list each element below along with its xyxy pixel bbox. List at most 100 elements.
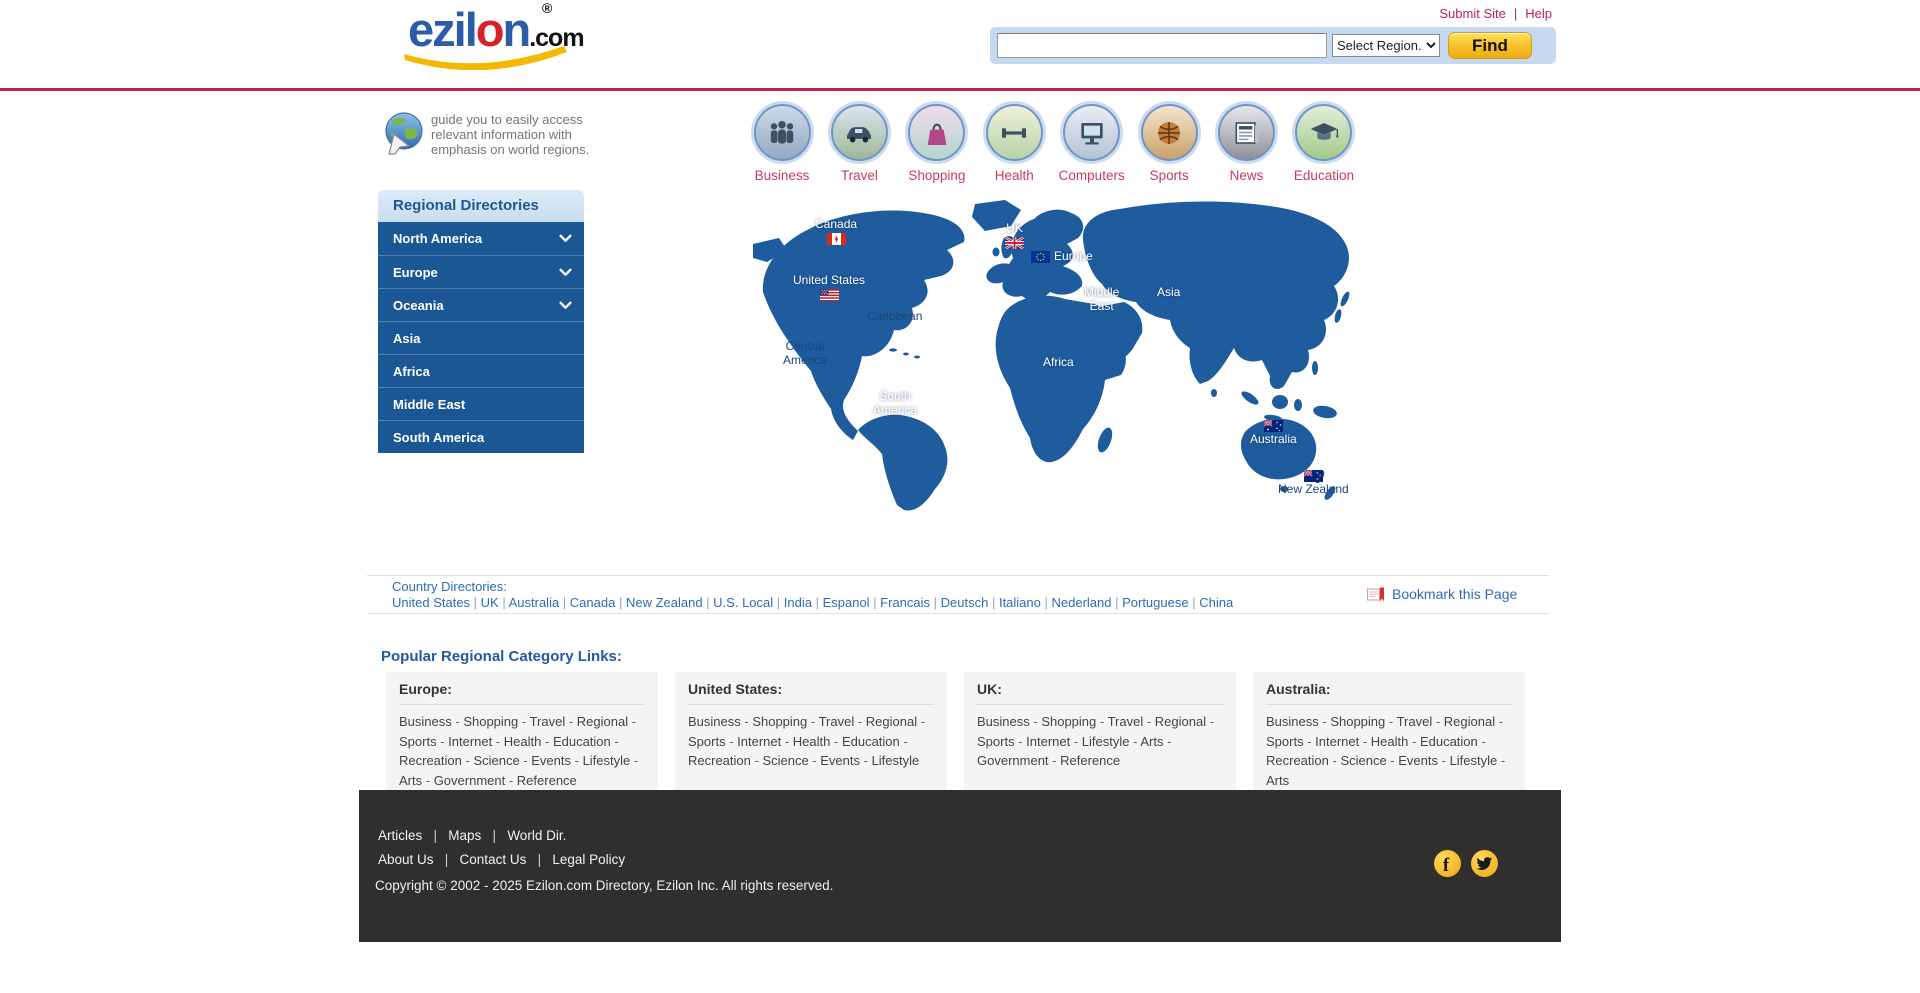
category-link[interactable]: Sports	[688, 734, 737, 749]
map-region-label[interactable]: Europe	[1031, 249, 1093, 264]
category-link[interactable]: Travel	[530, 714, 577, 729]
country-link[interactable]: Australia	[509, 595, 570, 610]
map-region-label[interactable]: Middle East	[1084, 285, 1119, 314]
category-link[interactable]: Government	[977, 753, 1060, 768]
category-link[interactable]: Travel	[1108, 714, 1155, 729]
map-region-label[interactable]: New Zealand	[1278, 470, 1349, 497]
category-link[interactable]: Travel	[819, 714, 866, 729]
category-link[interactable]: Regional	[577, 714, 636, 729]
category-link[interactable]: Shopping	[752, 714, 818, 729]
category-item[interactable]: Travel	[824, 104, 894, 183]
category-link[interactable]: Science	[1340, 753, 1398, 768]
category-link[interactable]: Regional	[1444, 714, 1503, 729]
bookmark-this-page[interactable]: Bookmark this Page	[1367, 586, 1517, 602]
category-link[interactable]: Regional	[1155, 714, 1214, 729]
search-input[interactable]	[997, 33, 1327, 58]
country-link[interactable]: Canada	[570, 595, 626, 610]
country-link[interactable]: UK	[481, 595, 509, 610]
category-link[interactable]: Business	[1266, 714, 1330, 729]
category-link[interactable]: Reference	[1060, 753, 1121, 768]
help-link[interactable]: Help	[1525, 6, 1552, 21]
country-link[interactable]: Nederland	[1051, 595, 1122, 610]
footer-link[interactable]: About Us	[378, 852, 460, 867]
category-link[interactable]: Sports	[1266, 734, 1315, 749]
footer-link[interactable]: World Dir.	[507, 828, 567, 843]
category-link[interactable]: Lifestyle	[871, 753, 920, 768]
country-link[interactable]: Deutsch	[941, 595, 999, 610]
category-link[interactable]: Events	[1398, 753, 1449, 768]
category-link[interactable]: Reference	[516, 772, 577, 788]
sidebar-item[interactable]: South America	[378, 420, 584, 453]
footer-link[interactable]: Contact Us	[460, 852, 553, 867]
map-region-label[interactable]: Caribbean	[867, 309, 922, 324]
category-link[interactable]: Recreation	[1266, 753, 1340, 768]
category-link[interactable]: Shopping	[1330, 714, 1396, 729]
category-link[interactable]: Government	[434, 773, 517, 788]
category-link[interactable]: Lifestyle	[1082, 734, 1141, 749]
submit-site-link[interactable]: Submit Site	[1439, 6, 1506, 21]
map-region-label[interactable]: Africa	[1043, 355, 1074, 370]
category-link[interactable]: Arts	[1140, 734, 1171, 749]
footer-link[interactable]: Articles	[378, 828, 448, 843]
footer-link[interactable]: Maps	[448, 828, 507, 843]
facebook-icon[interactable]: f	[1434, 850, 1461, 877]
map-region-label[interactable]: Canada	[815, 217, 857, 245]
category-link[interactable]: Events	[820, 753, 871, 768]
category-link[interactable]: Education	[553, 734, 619, 749]
world-map[interactable]: Canada UK Europe United States Caribbean…	[753, 200, 1353, 516]
category-link[interactable]: Business	[977, 714, 1041, 729]
category-link[interactable]: Events	[531, 753, 582, 768]
category-link[interactable]: Health	[504, 734, 553, 749]
category-link[interactable]: Lifestyle	[583, 753, 639, 768]
find-button[interactable]: Find	[1448, 32, 1532, 59]
country-link[interactable]: Italiano	[999, 595, 1052, 610]
category-item[interactable]: News	[1212, 104, 1282, 183]
map-region-label[interactable]: Australia	[1250, 420, 1297, 447]
country-link[interactable]: China	[1199, 595, 1234, 610]
category-item[interactable]: Business	[747, 104, 817, 183]
twitter-icon[interactable]	[1471, 850, 1498, 877]
category-link[interactable]: Arts	[399, 773, 434, 788]
category-item[interactable]: Computers	[1057, 104, 1127, 183]
country-link[interactable]: New Zealand	[626, 595, 713, 610]
sidebar-item[interactable]: Africa	[378, 354, 584, 387]
sidebar-item[interactable]: Asia	[378, 321, 584, 354]
category-item[interactable]: Health	[979, 104, 1049, 183]
category-item[interactable]: Shopping	[902, 104, 972, 183]
sidebar-item[interactable]: Middle East	[378, 387, 584, 420]
category-link[interactable]: Sports	[399, 734, 448, 749]
category-link[interactable]: Business	[399, 714, 463, 729]
category-link[interactable]: Internet	[1026, 734, 1082, 749]
category-link[interactable]: Health	[793, 734, 842, 749]
country-link[interactable]: Espanol	[823, 595, 881, 610]
category-link[interactable]: Internet	[737, 734, 793, 749]
category-link[interactable]: Internet	[1315, 734, 1371, 749]
category-link[interactable]: Sports	[977, 734, 1026, 749]
country-link[interactable]: Francais	[880, 595, 940, 610]
map-region-label[interactable]: UK	[1005, 221, 1024, 249]
sidebar-item[interactable]: Europe	[378, 255, 584, 288]
footer-link[interactable]: Legal Policy	[552, 852, 626, 867]
country-link[interactable]: India	[784, 595, 823, 610]
country-link[interactable]: United States	[392, 595, 481, 610]
map-region-label[interactable]: Central America	[783, 339, 827, 368]
map-region-label[interactable]: United States	[793, 273, 865, 301]
category-link[interactable]: Travel	[1397, 714, 1444, 729]
category-link[interactable]: Education	[842, 734, 908, 749]
category-link[interactable]: Regional	[866, 714, 925, 729]
country-link[interactable]: U.S. Local	[713, 595, 784, 610]
region-select[interactable]: Select Region...	[1332, 34, 1440, 57]
sidebar-item[interactable]: North America	[378, 222, 584, 255]
category-item[interactable]: Education	[1289, 104, 1359, 183]
ezilon-logo[interactable]: ezilon.com ®	[404, 0, 585, 70]
category-link[interactable]: Lifestyle	[1450, 753, 1506, 768]
map-region-label[interactable]: South America	[873, 389, 917, 418]
category-link[interactable]: Recreation	[688, 753, 762, 768]
category-link[interactable]: Education	[1420, 734, 1486, 749]
category-link[interactable]: Shopping	[463, 714, 529, 729]
category-link[interactable]: Arts	[1266, 772, 1290, 788]
category-link[interactable]: Business	[688, 714, 752, 729]
category-link[interactable]: Shopping	[1041, 714, 1107, 729]
category-link[interactable]: Science	[762, 753, 820, 768]
category-link[interactable]: Science	[473, 753, 531, 768]
